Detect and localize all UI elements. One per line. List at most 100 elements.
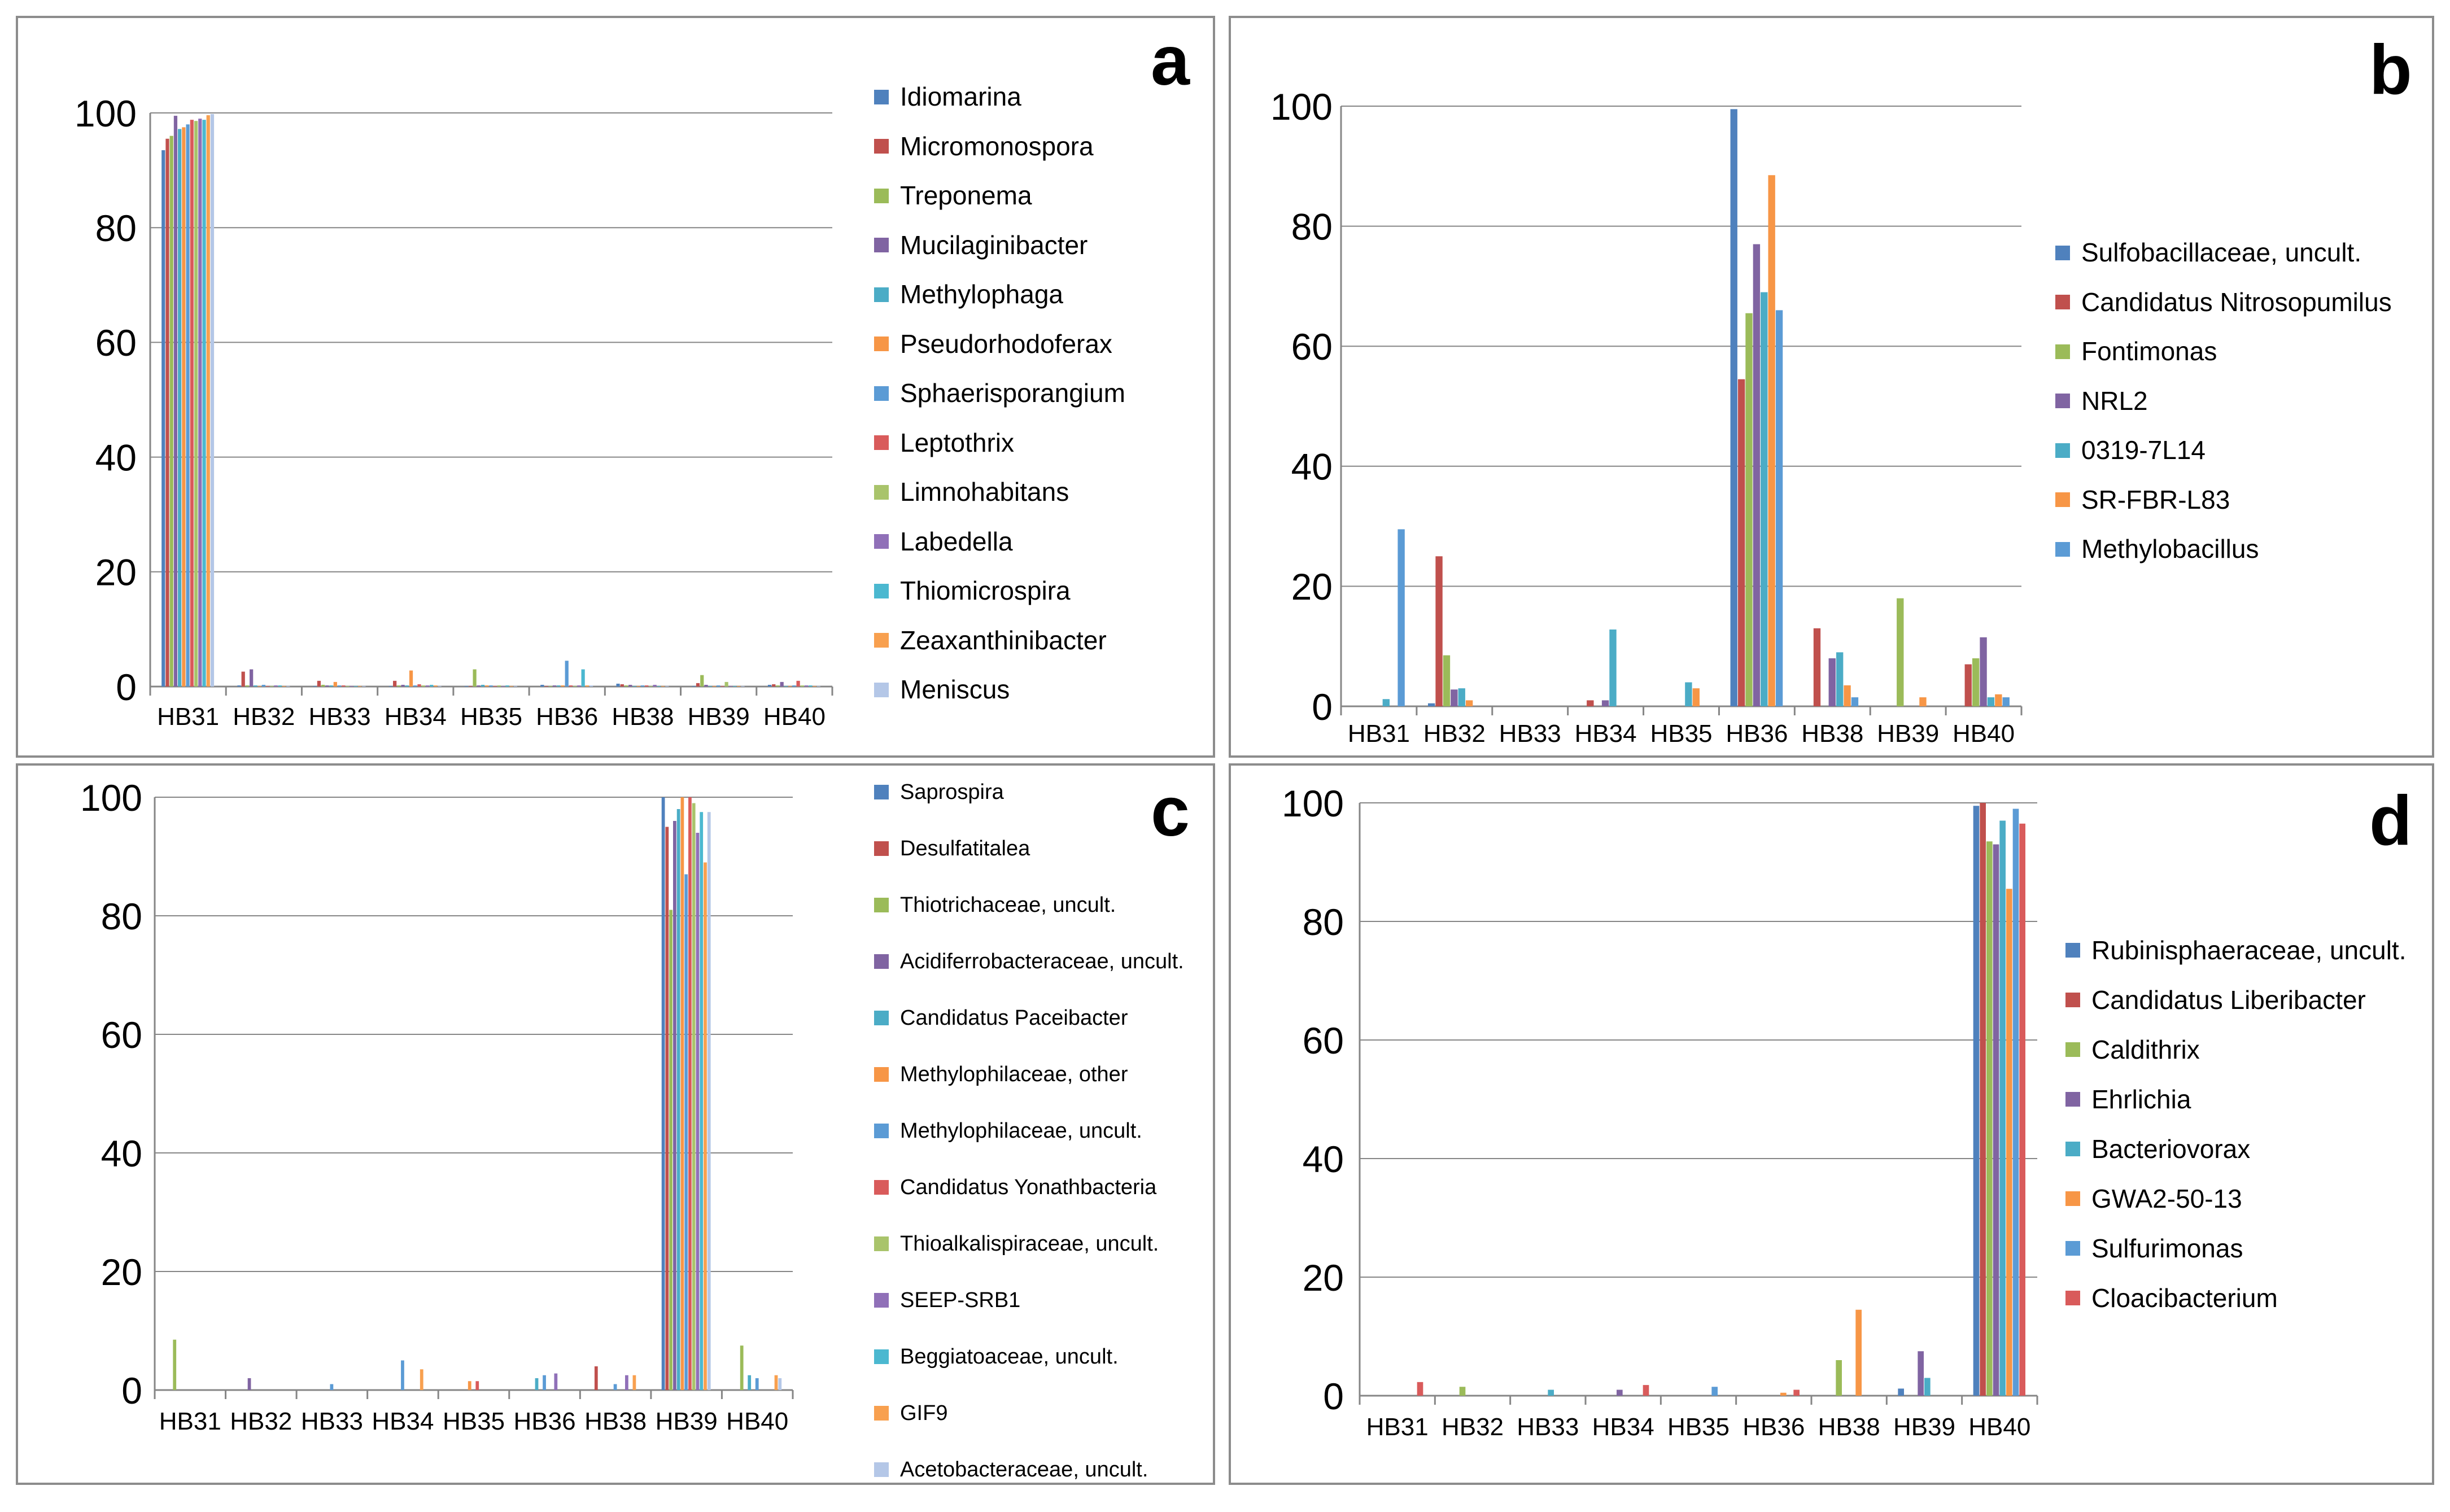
x-tick-label: HB31 <box>159 1408 221 1435</box>
bar <box>1793 1389 1800 1396</box>
legend-swatch <box>2055 443 2070 458</box>
legend-c: Saprospira Desulfatitalea Thiotrichaceae, … <box>874 778 1196 1512</box>
legend-label: Sulfobacillaceae, uncult. <box>2081 238 2362 267</box>
bar <box>552 685 557 687</box>
legend-item: Bacteriovorax <box>2065 1124 2406 1174</box>
legend-label: Candidatus Nitrosopumilus <box>2081 287 2392 317</box>
bar <box>561 685 565 687</box>
bar <box>632 685 636 687</box>
legend-swatch <box>874 954 889 969</box>
x-tick-label: HB33 <box>309 703 371 731</box>
x-tick-label: HB32 <box>1423 720 1486 748</box>
bar <box>772 684 776 687</box>
bar <box>676 809 680 1390</box>
panel-letter-c: c <box>1151 773 1190 851</box>
bar <box>1851 697 1859 706</box>
bar <box>397 685 401 687</box>
legend-label: Treponema <box>900 181 1032 210</box>
bar <box>1980 637 1987 706</box>
legend-item: Candidatus Liberibacter <box>2065 975 2406 1025</box>
legend-item: Candidatus Paceibacter <box>874 1004 1196 1060</box>
legend-swatch <box>874 898 889 912</box>
y-tick-label: 100 <box>1282 783 1344 824</box>
y-tick-label: 20 <box>1291 566 1333 608</box>
bar <box>465 685 469 687</box>
x-tick-label: HB39 <box>688 703 750 731</box>
bar <box>1964 664 1972 706</box>
bar <box>1711 1387 1718 1396</box>
bar <box>497 685 501 687</box>
legend-label: 0319-7L14 <box>2081 435 2206 465</box>
bar <box>573 685 577 687</box>
legend-item: Desulfatitalea <box>874 834 1196 891</box>
bar <box>673 821 676 1390</box>
x-tick-label: HB33 <box>301 1408 363 1435</box>
bar <box>2006 889 2012 1396</box>
bar <box>740 1345 744 1390</box>
legend-swatch <box>874 484 889 500</box>
legend-label: Thioalkalispiraceae, uncult. <box>900 1232 1159 1256</box>
bar <box>543 1375 546 1390</box>
bar <box>1855 1309 1862 1396</box>
legend-item: SEEP-SRB1 <box>874 1286 1196 1343</box>
x-tick-label: HB36 <box>514 1408 576 1435</box>
legend-swatch <box>874 1462 889 1477</box>
bar <box>190 120 194 687</box>
legend-label: NRL2 <box>2081 386 2148 416</box>
bar <box>317 680 321 687</box>
bar <box>708 685 712 687</box>
legend-item: SR-FBR-L83 <box>2055 475 2392 525</box>
bar <box>589 685 593 687</box>
x-tick-label: HB40 <box>1968 1413 2030 1441</box>
legend-label: Mucilaginibacter <box>900 230 1088 260</box>
legend-label: Methylobacillus <box>2081 534 2259 563</box>
legend-label: Acetobacteraceae, uncult. <box>900 1458 1148 1482</box>
bar <box>778 1378 782 1390</box>
x-tick-label: HB32 <box>233 703 295 731</box>
x-tick-label: HB32 <box>1442 1413 1504 1441</box>
bar <box>696 683 700 687</box>
legend-swatch <box>2065 1092 2080 1107</box>
bar <box>688 797 692 1390</box>
legend-swatch <box>874 534 889 549</box>
bar <box>680 797 684 1390</box>
bar <box>286 685 290 687</box>
panel-c: 0 20 40 60 80 100 HB31 HB32 HB33 HB34 HB35 HB36 HB38… <box>16 763 1215 1485</box>
bar <box>554 1373 558 1390</box>
legend-swatch <box>874 1236 889 1251</box>
bar <box>1459 1387 1466 1396</box>
bar <box>665 827 669 1390</box>
legend-swatch <box>2065 1291 2080 1305</box>
bar <box>665 685 669 687</box>
bar <box>1924 1378 1931 1396</box>
bar <box>1465 700 1473 706</box>
legend-item: Methylophilaceae, other <box>874 1060 1196 1117</box>
bar <box>434 685 438 687</box>
x-tick-label: HB40 <box>726 1408 788 1435</box>
bar <box>1918 1351 1924 1396</box>
bar <box>493 685 497 687</box>
x-tick-label: HB34 <box>1575 720 1637 748</box>
bar <box>700 812 704 1390</box>
bar <box>557 685 561 687</box>
legend-swatch <box>874 841 889 856</box>
legend-item: Micromonospora <box>874 122 1125 172</box>
y-tick-label: 80 <box>95 207 137 249</box>
bar <box>1828 658 1836 706</box>
bar <box>165 138 169 687</box>
bar <box>173 116 178 687</box>
legend-item: Saprospira <box>874 778 1196 834</box>
legend-item: Beggiatoaceae, uncult. <box>874 1343 1196 1399</box>
chart-c-plot: 0 20 40 60 80 100 HB31 HB32 HB33 HB34 HB35 HB36 HB38… <box>80 777 794 1435</box>
bar <box>1995 694 2002 706</box>
legend-item: Idiomarina <box>874 72 1125 122</box>
bar <box>469 685 473 687</box>
y-tick-label: 0 <box>1312 686 1333 728</box>
bar <box>1973 806 1980 1396</box>
bar <box>417 684 421 687</box>
x-tick-label: HB39 <box>1893 1413 1955 1441</box>
bar <box>405 685 409 687</box>
bar <box>640 685 645 687</box>
bar <box>669 910 673 1390</box>
chart-a-plot: 0 20 40 60 80 100 HB31 HB32 HB33 HB34 HB35 HB36 HB38… <box>75 93 833 731</box>
